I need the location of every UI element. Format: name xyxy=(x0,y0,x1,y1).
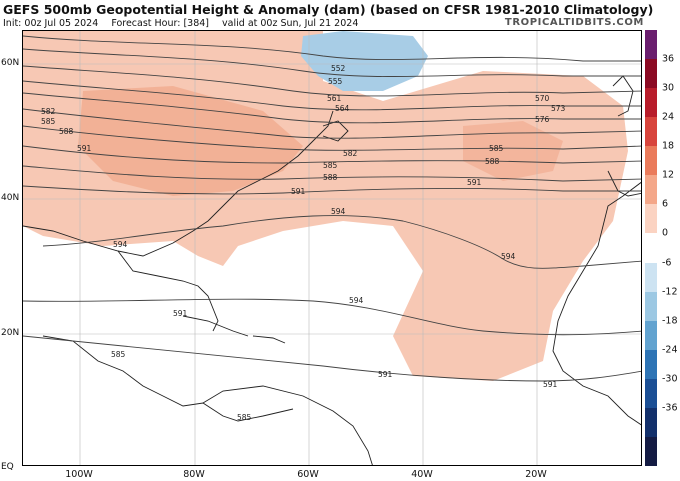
positive-anomaly-core-west xyxy=(78,86,303,196)
colorbar-segment xyxy=(645,262,657,293)
colorbar-tick-label: 6 xyxy=(662,198,669,210)
coast-north-america-east xyxy=(23,110,334,257)
colorbar-tick-label: 36 xyxy=(662,53,675,65)
colorbar-segment xyxy=(645,407,657,438)
colorbar-segment xyxy=(645,378,657,409)
contour-label: 585 xyxy=(323,161,338,170)
coast-cuba xyxy=(182,315,249,337)
contour-label: 591 xyxy=(77,144,92,153)
page-title: GEFS 500mb Geopotential Height & Anomaly… xyxy=(3,2,654,17)
contour-label: 582 xyxy=(41,107,56,116)
colorbar-segment xyxy=(645,320,657,351)
contour-label: 588 xyxy=(323,173,338,182)
contour-label-group: 552 555 561 564 570 573 576 582 582 585 … xyxy=(41,64,566,422)
contour-label: 576 xyxy=(535,115,550,124)
contour-label: 582 xyxy=(343,149,358,158)
colorbar-tick-label: -24 xyxy=(662,344,678,356)
brand-watermark: TROPICALTIDBITS.COM xyxy=(504,17,644,28)
colorbar-tick-label: 24 xyxy=(662,111,675,123)
contour-label: 555 xyxy=(328,77,343,86)
colorbar-segment xyxy=(645,175,657,205)
negative-anomaly-greenland xyxy=(301,31,428,91)
contour-label: 585 xyxy=(41,117,56,126)
contour-label: 588 xyxy=(59,127,74,136)
contour-label: 585 xyxy=(111,350,126,359)
contour-label: 552 xyxy=(331,64,346,73)
contour-label: 594 xyxy=(113,240,128,249)
contour-label: 591 xyxy=(378,370,393,379)
contour-label: 591 xyxy=(173,309,188,318)
contour-label: 594 xyxy=(349,296,364,305)
contour-label: 570 xyxy=(535,94,550,103)
init-time: Init: 00z Jul 05 2024 xyxy=(3,18,99,29)
lat-label-60n: 60N xyxy=(1,58,20,68)
coast-central-america xyxy=(42,335,294,422)
colorbar-tick-label: 0 xyxy=(662,227,669,239)
colorbar-tick-label: -30 xyxy=(662,373,678,385)
colorbar-tick-label: -36 xyxy=(662,402,678,414)
coast-gulf xyxy=(117,250,219,332)
contour-label: 585 xyxy=(489,144,504,153)
contour-label: 585 xyxy=(237,413,252,422)
contour-label: 594 xyxy=(501,252,516,261)
colorbar-segment xyxy=(645,146,657,176)
coast-south-america xyxy=(202,385,373,465)
colorbar-segment xyxy=(645,436,657,467)
colorbar-segment xyxy=(645,88,657,118)
lon-label-20w: 20W xyxy=(525,469,547,480)
colorbar-segment xyxy=(645,30,657,60)
valid-time: valid at 00z Sun, Jul 21 2024 xyxy=(222,18,359,29)
contour-label: 573 xyxy=(551,104,566,113)
lat-label-20n: 20N xyxy=(1,328,20,338)
subtitle: Init: 00z Jul 05 2024 Forecast Hour: [38… xyxy=(3,18,368,29)
colorbar-segment xyxy=(645,117,657,147)
forecast-hour: Forecast Hour: [384] xyxy=(111,18,210,29)
anomaly-fills xyxy=(23,31,628,381)
positive-anomaly-core-east xyxy=(463,121,563,181)
colorbar-tick-label: -6 xyxy=(662,257,672,269)
colorbar-tick-label: 30 xyxy=(662,82,675,94)
colorbar-tick-label: 18 xyxy=(662,140,675,152)
lat-label-40n: 40N xyxy=(1,193,20,203)
colorbar-tick-label: -18 xyxy=(662,315,678,327)
lon-label-40w: 40W xyxy=(411,469,433,480)
lat-label-eq: EQ xyxy=(1,462,14,472)
colorbar-segment xyxy=(645,349,657,380)
map-panel[interactable]: 552 555 561 564 570 573 576 582 582 585 … xyxy=(22,30,642,466)
contour-label: 591 xyxy=(467,178,482,187)
colorbar-segment xyxy=(645,291,657,322)
contour-label: 588 xyxy=(485,157,500,166)
contour-label: 594 xyxy=(331,207,346,216)
colorbar-tick-label: 12 xyxy=(662,169,675,181)
contour-label: 591 xyxy=(291,187,306,196)
contour-label: 561 xyxy=(327,94,342,103)
colorbar-segment xyxy=(645,233,657,264)
graticule xyxy=(23,31,641,465)
colorbar-segment xyxy=(645,59,657,89)
map-canvas: 552 555 561 564 570 573 576 582 582 585 … xyxy=(23,31,641,465)
coast-africa xyxy=(552,181,641,426)
lon-label-60w: 60W xyxy=(297,469,319,480)
lon-label-80w: 80W xyxy=(183,469,205,480)
height-contours xyxy=(23,35,641,382)
contour-label: 564 xyxy=(335,104,350,113)
contour-label: 591 xyxy=(543,380,558,389)
coast-hispaniola xyxy=(252,335,286,344)
lon-label-100w: 100W xyxy=(65,469,93,480)
colorbar xyxy=(645,30,657,467)
colorbar-tick-label: -12 xyxy=(662,286,678,298)
colorbar-segment xyxy=(645,204,657,234)
